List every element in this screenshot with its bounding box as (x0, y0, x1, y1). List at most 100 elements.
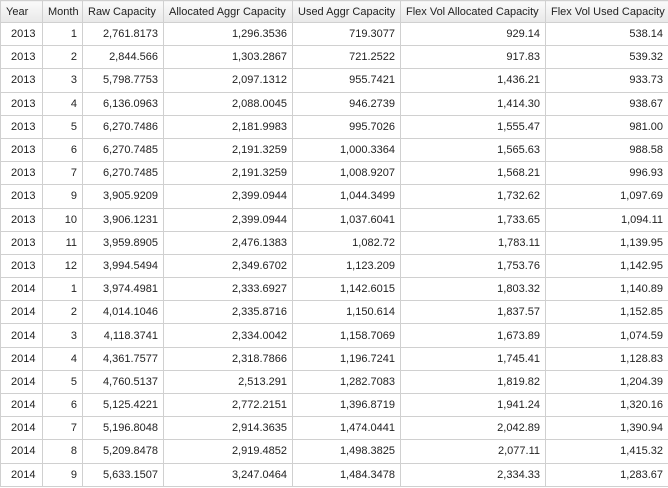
table-cell: 2013 (0, 253, 43, 279)
table-cell: 4,118.3741 (82, 323, 164, 348)
table-cell: 5,633.1507 (82, 462, 164, 487)
table-cell: 5,125.4221 (82, 392, 164, 418)
table-cell: 4,760.5137 (82, 369, 164, 395)
table-cell: 929.14 (400, 21, 546, 47)
table-body: 2013 1 2,761.8173 1,296.3536 719.3077 929.14 5… (0, 21, 668, 487)
table-cell: 1,414.30 (400, 91, 546, 116)
table-row[interactable]: 2014 4 4,361.7577 2,318.7866 1,196.7241 1,745… (0, 346, 668, 371)
header-row: Year Month Raw Capacity Allocated Aggr Capa… (0, 0, 668, 23)
table-row[interactable]: 2013 12 3,994.5494 2,349.6702 1,123.209 1,753… (0, 253, 668, 279)
column-header[interactable]: Month (42, 0, 83, 23)
table-row[interactable]: 2014 3 4,118.3741 2,334.0042 1,158.7069 1,673… (0, 323, 668, 348)
table-cell: 539.32 (545, 45, 668, 70)
table-cell: 1,753.76 (400, 253, 546, 279)
table-cell: 2 (42, 45, 83, 70)
table-cell: 9 (42, 184, 83, 209)
table-cell: 3,905.9209 (82, 184, 164, 209)
table-row[interactable]: 2013 7 6,270.7485 2,191.3259 1,008.9207 1,568… (0, 161, 668, 186)
table-cell: 2,191.3259 (163, 161, 293, 186)
table-cell: 2013 (0, 21, 43, 47)
table-cell: 6 (42, 392, 83, 418)
table-cell: 1,094.11 (545, 207, 668, 232)
table-cell: 7 (42, 416, 83, 441)
table-cell: 1,732.62 (400, 184, 546, 209)
table-cell: 1,498.3825 (292, 439, 401, 464)
table-cell: 1,140.89 (545, 277, 668, 302)
table-cell: 2014 (0, 300, 43, 325)
table-cell: 1,044.3499 (292, 184, 401, 209)
table-row[interactable]: 2013 10 3,906.1231 2,399.0944 1,037.6041 1,73… (0, 207, 668, 232)
table-cell: 1,128.83 (545, 346, 668, 371)
table-row[interactable]: 2013 3 5,798.7753 2,097.1312 955.7421 1,436.2… (0, 68, 668, 93)
table-row[interactable]: 2014 5 4,760.5137 2,513.291 1,282.7083 1,819.… (0, 369, 668, 395)
table-cell: 996.93 (545, 161, 668, 186)
table-cell: 5,196.8048 (82, 416, 164, 441)
table-row[interactable]: 2013 5 6,270.7486 2,181.9983 995.7026 1,555.4… (0, 114, 668, 139)
column-header[interactable]: Flex Vol Allocated Capacity (400, 0, 546, 23)
table-cell: 995.7026 (292, 114, 401, 139)
table-row[interactable]: 2013 4 6,136.0963 2,088.0045 946.2739 1,414.3… (0, 91, 668, 116)
table-cell: 2 (42, 300, 83, 325)
table-cell: 3,974.4981 (82, 277, 164, 302)
table-row[interactable]: 2013 9 3,905.9209 2,399.0944 1,044.3499 1,732… (0, 184, 668, 209)
table-row[interactable]: 2014 6 5,125.4221 2,772.2151 1,396.8719 1,941… (0, 392, 668, 418)
column-header[interactable]: Used Aggr Capacity (292, 0, 401, 23)
table-cell: 5 (42, 369, 83, 395)
table-cell: 721.2522 (292, 45, 401, 70)
table-cell: 1,082.72 (292, 230, 401, 255)
table-cell: 2,334.0042 (163, 323, 293, 348)
table-cell: 3,994.5494 (82, 253, 164, 279)
table-row[interactable]: 2014 1 3,974.4981 2,333.6927 1,142.6015 1,803… (0, 277, 668, 302)
table-row[interactable]: 2014 7 5,196.8048 2,914.3635 1,474.0441 2,042… (0, 416, 668, 441)
table-cell: 5,798.7753 (82, 68, 164, 93)
table-cell: 1,000.3364 (292, 137, 401, 163)
table-cell: 1,390.94 (545, 416, 668, 441)
table-cell: 1,196.7241 (292, 346, 401, 371)
table-cell: 2013 (0, 91, 43, 116)
column-header[interactable]: Allocated Aggr Capacity (163, 0, 293, 23)
column-header[interactable]: Raw Capacity (82, 0, 164, 23)
table-row[interactable]: 2014 2 4,014.1046 2,335.8716 1,150.614 1,837.… (0, 300, 668, 325)
table-row[interactable]: 2013 2 2,844.566 1,303.2867 721.2522 917.83 53… (0, 45, 668, 70)
table-cell: 2014 (0, 416, 43, 441)
column-header[interactable]: Year (0, 0, 43, 23)
table-cell: 1,568.21 (400, 161, 546, 186)
table-cell: 2013 (0, 45, 43, 70)
table-cell: 1,415.32 (545, 439, 668, 464)
table-cell: 2014 (0, 369, 43, 395)
table-cell: 6,270.7485 (82, 161, 164, 186)
table-cell: 12 (42, 253, 83, 279)
table-cell: 988.58 (545, 137, 668, 163)
table-cell: 4 (42, 346, 83, 371)
table-cell: 1,142.95 (545, 253, 668, 279)
column-header[interactable]: Flex Vol Used Capacity (545, 0, 668, 23)
table-cell: 938.67 (545, 91, 668, 116)
table-cell: 1 (42, 277, 83, 302)
table-cell: 1,555.47 (400, 114, 546, 139)
table-cell: 1,150.614 (292, 300, 401, 325)
table-cell: 2013 (0, 68, 43, 93)
table-cell: 955.7421 (292, 68, 401, 93)
table-cell: 1,139.95 (545, 230, 668, 255)
table-cell: 2014 (0, 277, 43, 302)
table-row[interactable]: 2013 6 6,270.7485 2,191.3259 1,000.3364 1,565… (0, 137, 668, 163)
table-cell: 4,361.7577 (82, 346, 164, 371)
table-cell: 719.3077 (292, 21, 401, 47)
table-row[interactable]: 2014 9 5,633.1507 3,247.0464 1,484.3478 2,334… (0, 462, 668, 487)
table-row[interactable]: 2014 8 5,209.8478 2,919.4852 1,498.3825 2,077… (0, 439, 668, 464)
table-cell: 2,097.1312 (163, 68, 293, 93)
table-cell: 4,014.1046 (82, 300, 164, 325)
table-cell: 2,399.0944 (163, 207, 293, 232)
table-cell: 1,745.41 (400, 346, 546, 371)
table-cell: 1,436.21 (400, 68, 546, 93)
table-cell: 1,097.69 (545, 184, 668, 209)
table-row[interactable]: 2013 1 2,761.8173 1,296.3536 719.3077 929.14 5… (0, 21, 668, 47)
table-cell: 1,484.3478 (292, 462, 401, 487)
table-cell: 1,396.8719 (292, 392, 401, 418)
table-cell: 8 (42, 439, 83, 464)
table-cell: 4 (42, 91, 83, 116)
table-cell: 2,914.3635 (163, 416, 293, 441)
table-row[interactable]: 2013 11 3,959.8905 2,476.1383 1,082.72 1,783.… (0, 230, 668, 255)
table-cell: 2,761.8173 (82, 21, 164, 47)
